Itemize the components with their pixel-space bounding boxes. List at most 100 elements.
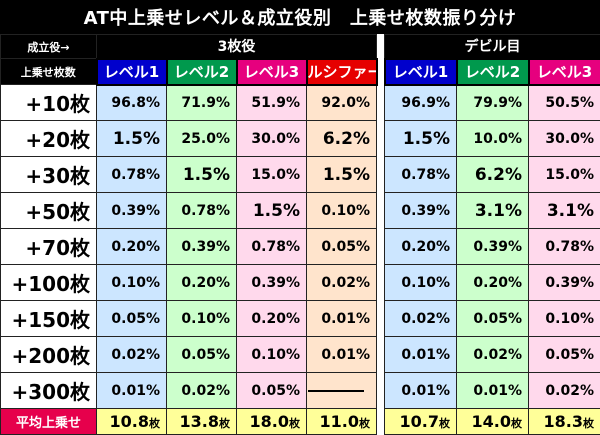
row-label: +150枚 [1,301,97,337]
table-cell: 0.10% [385,265,457,301]
table-cell: 0.39% [529,265,600,301]
table-cell: 0.20% [457,265,529,301]
table-cell: 15.0% [237,157,307,193]
average-cell: 13.8枚 [167,409,237,435]
column-header: レベル1 [385,59,457,85]
table-cell: 0.01% [457,373,529,409]
group-separator [377,337,385,373]
average-cell: 10.8枚 [97,409,167,435]
column-header: レベル1 [97,59,167,85]
table-cell: 0.02% [385,301,457,337]
average-cell: 18.3枚 [529,409,600,435]
column-header: レベル3 [529,59,600,85]
average-unit: 枚 [289,417,300,430]
column-header: レベル2 [167,59,237,85]
role-label: 成立役→ [1,35,97,59]
row-label: +30枚 [1,157,97,193]
column-header: レベル3 [237,59,307,85]
group-separator [377,157,385,193]
table-cell: 0.20% [237,301,307,337]
table-cell: 0.78% [529,229,600,265]
table-cell: 0.10% [167,301,237,337]
table-cell: 0.01% [385,373,457,409]
average-value: 14.0 [472,412,511,431]
table-cell: 50.5% [529,85,600,121]
table-cell: 30.0% [237,121,307,157]
table-cell: 0.05% [529,337,600,373]
group-separator [377,265,385,301]
row-label: +10枚 [1,85,97,121]
table-cell: 0.39% [167,229,237,265]
average-value: 10.8 [110,412,149,431]
average-value: 18.3 [544,412,583,431]
average-unit: 枚 [219,417,230,430]
table-cell: 10.0% [457,121,529,157]
table-cell: 0.05% [167,337,237,373]
group-separator [377,35,385,59]
table-cell: 0.02% [457,337,529,373]
table-cell: 0.01% [307,301,377,337]
table-cell: 0.20% [97,229,167,265]
group-separator [377,121,385,157]
table-cell: 71.9% [167,85,237,121]
row-label: +200枚 [1,337,97,373]
table-cell: 0.10% [237,337,307,373]
average-value: 18.0 [250,412,289,431]
table-cell: 0.02% [529,373,600,409]
group-separator [377,85,385,121]
row-label: +100枚 [1,265,97,301]
average-cell: 11.0枚 [307,409,377,435]
group-separator [377,59,385,85]
table-cell: 0.02% [97,337,167,373]
table-cell: 92.0% [307,85,377,121]
row-label: +20枚 [1,121,97,157]
table-cell: 1.5% [307,157,377,193]
table-cell: 3.1% [529,193,600,229]
table-cell: 0.39% [457,229,529,265]
average-unit: 枚 [149,417,160,430]
row-label: +300枚 [1,373,97,409]
table-cell: 0.78% [385,157,457,193]
table-cell: 0.05% [97,301,167,337]
table-cell: 79.9% [457,85,529,121]
table-cell: 0.78% [167,193,237,229]
group-separator [377,301,385,337]
table-cell: 0.10% [97,265,167,301]
row-label: +50枚 [1,193,97,229]
table-cell: 6.2% [307,121,377,157]
table-cell: 0.78% [237,229,307,265]
table-cell: 30.0% [529,121,600,157]
table-cell: 25.0% [167,121,237,157]
group-separator [377,193,385,229]
group-3mai: 3枚役 [97,35,377,59]
average-unit: 枚 [439,417,450,430]
table-cell: 0.05% [307,229,377,265]
row-label: +70枚 [1,229,97,265]
table-cell: 0.20% [385,229,457,265]
average-label: 平均上乗せ [1,409,97,435]
average-value: 13.8 [180,412,219,431]
table-cell: 0.10% [529,301,600,337]
average-cell: 14.0枚 [457,409,529,435]
group-devil: デビル目 [385,35,600,59]
table-cell: 0.01% [385,337,457,373]
average-unit: 枚 [511,417,522,430]
group-separator [377,373,385,409]
table-cell: 0.05% [237,373,307,409]
table-cell: 0.05% [457,301,529,337]
dash-line [308,390,364,392]
table-cell: 0.39% [385,193,457,229]
table-cell: 0.02% [307,265,377,301]
table-cell: 1.5% [385,121,457,157]
table-cell: 0.01% [307,337,377,373]
